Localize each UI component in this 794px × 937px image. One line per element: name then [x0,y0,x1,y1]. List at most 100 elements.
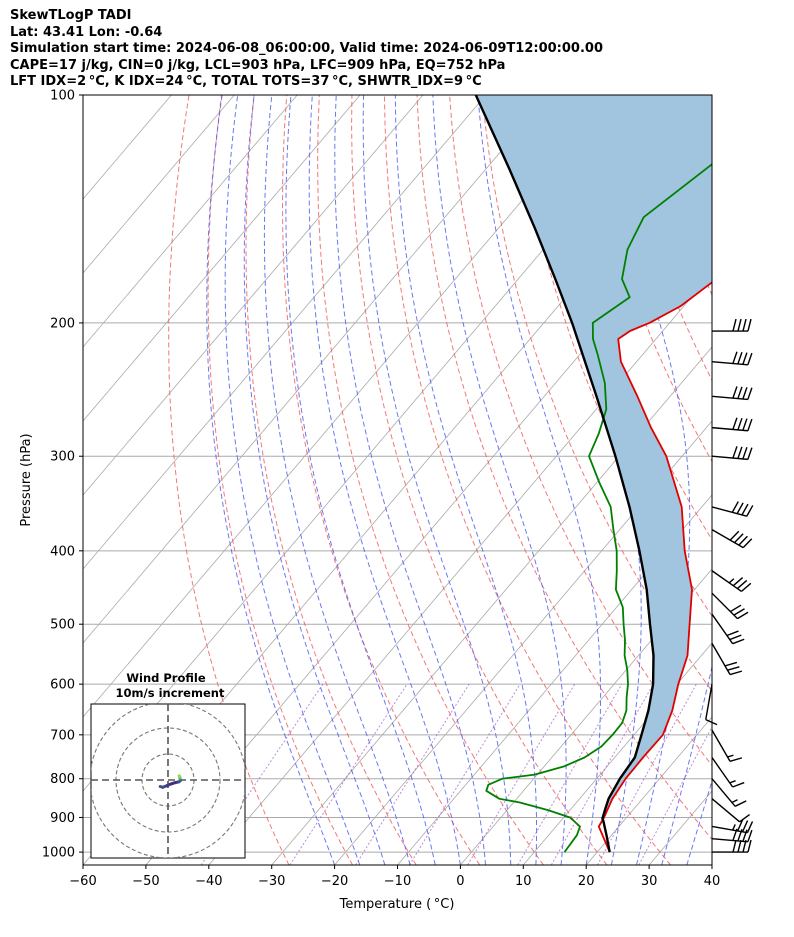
moist-adiabat-line [334,95,487,865]
hodograph-trace-segment [177,774,182,779]
dry-adiabat-line [245,95,417,865]
isotherm-line [711,864,712,865]
wind-barb-flag [730,604,742,613]
wind-barb-flag [742,318,747,332]
moist-adiabat-line [224,95,361,865]
moist-adiabat-line [285,95,436,865]
wind-barb-flag [741,503,749,516]
y-tick-label: 600 [50,678,75,693]
wind-barb [711,528,753,549]
wind-barb-staff [711,592,738,620]
wind-barb-flag [729,634,742,641]
wind-barb-flag [734,800,747,807]
stability-indices-line: LFT IDX=2 °C, K IDX=24 °C, TOTAL TOTS=37… [10,74,482,90]
wind-barb [711,386,753,401]
moist-adiabat-line [362,95,512,865]
y-tick-label: 500 [50,618,75,633]
y-tick-label: 700 [50,728,75,743]
wind-barb-staff [711,778,736,807]
x-tick-label: −30 [258,874,285,889]
wind-barb-flag [747,387,753,400]
wind-barb-flag [724,661,738,667]
wind-barb-flag [732,417,738,430]
x-tick-label: 10 [515,874,532,889]
x-axis: −60 −50 −40 −30 −20 −10 0 10 20 30 40 [69,865,720,889]
x-tick-label: 30 [641,874,658,889]
wind-barb-flag [746,505,754,517]
mixing-ratio-line [289,683,408,865]
hodograph-plot [91,704,245,858]
wind-barb-staff [711,455,748,461]
x-tick-label: −10 [384,874,411,889]
wind-barb [705,684,718,726]
wind-barb-flag [737,611,749,620]
moist-adiabat-line [477,95,602,865]
y-axis-label: Pressure (hPa) [19,433,34,526]
location-line: Lat: 43.41 Lon: -0.64 [10,24,163,40]
isotherm-line [397,494,712,865]
wind-barb-staff [711,643,731,675]
x-tick-label: −60 [69,874,96,889]
dry-adiabat-line [168,95,290,865]
x-tick-label: 40 [704,874,721,889]
cape-indices-line: CAPE=17 j/kg, CIN=0 j/kg, LCL=903 hPa, L… [10,57,506,73]
wind-barb [712,839,752,853]
y-tick-label: 100 [50,89,75,104]
wind-barb-flag [747,839,752,853]
wind-barb [711,613,745,645]
y-tick-label: 400 [50,544,75,559]
isotherm-line [83,95,361,422]
moist-adiabat-line [206,95,336,865]
x-tick-label: −20 [321,874,348,889]
mixing-ratio-line [517,683,623,865]
wind-barb-flag [732,386,738,399]
wind-barb-flag [732,839,737,853]
wind-barb-flag [732,577,744,587]
wind-barb-flag [746,821,754,834]
wind-barb-staff [711,528,744,549]
wind-barb-half-flag [727,754,734,758]
dry-adiabat-line [351,95,608,865]
wind-barb-flag [737,386,743,399]
y-axis: 1000 900 800 700 600 500 400 300 200 100 [42,89,83,861]
y-tick-label: 200 [50,316,75,331]
wind-barb-flag [731,501,739,513]
dry-adiabat-line [514,95,712,617]
wind-barb-staff [711,798,741,823]
wind-barb-staff [711,426,748,432]
wind-barb-staff [711,570,742,592]
wind-barb [711,417,753,432]
x-axis-label: Temperature ( °C) [339,897,455,912]
temperature-curve [597,281,712,853]
isotherm-line [775,95,794,865]
dewpoint-curve [485,163,712,853]
wind-barb [711,778,747,807]
wind-barb [711,757,745,788]
wind-barb-flag [737,351,743,365]
wind-barb-staff [711,395,748,401]
wind-barb-half-flag [732,824,736,831]
wind-barb [711,828,753,843]
wind-barb-flag [732,828,738,841]
y-tick-label: 300 [50,450,75,465]
wind-barb-flag [736,819,744,832]
wind-barb-flag [742,387,748,400]
isotherm-line [83,95,613,718]
wind-barb-flag [734,533,744,544]
wind-barb-flag [729,670,743,676]
wind-barb-flag [742,829,748,842]
wind-barb-flag [727,666,740,671]
wind-barb-flag [742,839,747,853]
mixing-ratio-line [355,683,470,865]
wind-barb-staff [711,837,748,843]
wind-barb-flag [732,351,738,364]
x-tick-label: −40 [195,874,222,889]
mixing-ratio-line [596,683,697,865]
wind-barbs [705,318,754,853]
time-line: Simulation start time: 2024-06-08_06:00:… [10,41,603,57]
wind-barb-flag [732,781,745,788]
wind-barb-half-flag [728,578,735,584]
wind-barb-flag [732,446,738,459]
